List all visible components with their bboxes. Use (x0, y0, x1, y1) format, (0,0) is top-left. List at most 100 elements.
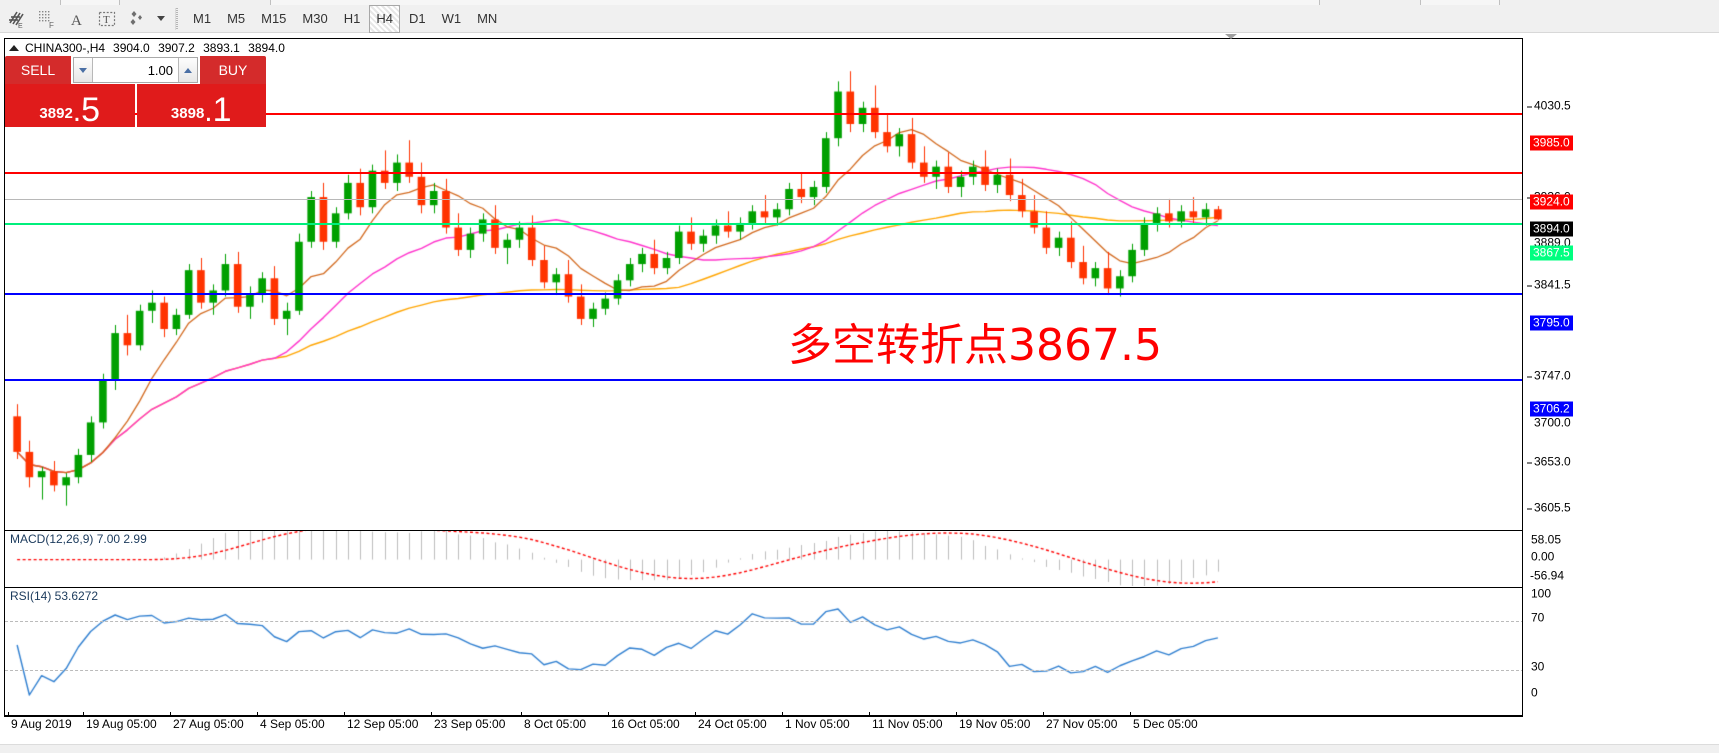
candlestick-canvas (5, 56, 1522, 528)
toolbar-tab-stub-2 (270, 0, 1320, 5)
ohlc-close: 3894.0 (248, 40, 285, 55)
timeframe-m1[interactable]: M1 (193, 11, 212, 26)
horizontal-scrollbar[interactable] (0, 744, 1719, 753)
chart-scroll-marker-icon (1225, 34, 1237, 39)
price-pane[interactable]: 多空转折点3867.5 (5, 56, 1522, 528)
price-tick-3894-current: 3894.0 (1530, 221, 1573, 237)
toolbar-tab-stub-3 (1420, 0, 1500, 5)
timeframe-m15[interactable]: M15 (261, 11, 287, 26)
text-label-icon[interactable]: A (62, 4, 92, 34)
level-line-3894-current (5, 199, 1522, 200)
macd-canvas (5, 531, 1522, 586)
price-tick-3867: 3867.5 (1530, 245, 1573, 261)
sell-price-display[interactable]: 3892 . 5 (5, 84, 135, 127)
price-tick-3924: 3924.0 (1530, 194, 1573, 210)
rsi-canvas (5, 588, 1522, 715)
level-line-3985[interactable] (5, 113, 1522, 115)
rsi-tick-70: 70 (1531, 610, 1545, 625)
x-tick-12: 27 Nov 05:00 (1043, 712, 1117, 731)
price-tick-3605: 3605.5 (1527, 500, 1571, 515)
price-tick-3985: 3985.0 (1530, 135, 1573, 151)
x-tick-5: 23 Sep 05:00 (431, 712, 505, 731)
level-line-3924[interactable] (5, 172, 1522, 174)
price-tick-3795: 3795.0 (1530, 315, 1573, 331)
x-axis-line (4, 716, 1523, 717)
timeframe-mn[interactable]: MN (477, 11, 498, 26)
price-tick-3653: 3653.0 (1527, 454, 1571, 469)
rsi-tick-100: 100 (1531, 586, 1552, 601)
toolbar-separator (172, 7, 181, 30)
svg-text:A: A (71, 13, 82, 29)
expert-advisor-icon[interactable]: E (2, 4, 32, 34)
objects-icon[interactable] (122, 4, 152, 34)
price-tick-4030: 4030.5 (1527, 98, 1571, 113)
level-line-3706[interactable] (5, 379, 1522, 381)
one-click-trading-panel[interactable]: SELL 1.00 BUY 3892 . 5 3898 . 1 (5, 56, 266, 127)
buy-button[interactable]: BUY (200, 56, 266, 84)
svg-text:E: E (18, 23, 23, 30)
x-tick-11: 19 Nov 05:00 (956, 712, 1030, 731)
x-tick-9: 1 Nov 05:00 (782, 712, 850, 731)
volume-increment-button[interactable] (178, 58, 197, 82)
x-tick-7: 16 Oct 05:00 (608, 712, 680, 731)
sell-price-fraction: 5 (81, 91, 101, 127)
rsi-guide-70 (5, 621, 1522, 622)
x-tick-13: 5 Dec 05:00 (1130, 712, 1198, 731)
rsi-tick-30: 30 (1531, 659, 1545, 674)
trade-panel-top-row: SELL 1.00 BUY (5, 56, 266, 84)
text-box-icon[interactable]: T (92, 4, 122, 34)
timeframe-d1[interactable]: D1 (408, 11, 426, 26)
macd-tick-5805: 58.05 (1531, 532, 1562, 547)
macd-tick-m5694: -56.94 (1530, 568, 1565, 583)
x-tick-10: 11 Nov 05:00 (869, 712, 943, 731)
rsi-label: RSI(14) 53.6272 (10, 589, 103, 603)
x-tick-6: 8 Oct 05:00 (521, 712, 586, 731)
macd-tick-000: 0.00 (1531, 549, 1555, 564)
x-tick-3: 4 Sep 05:00 (257, 712, 325, 731)
svg-text:F: F (49, 21, 54, 30)
macd-pane[interactable]: MACD(12,26,9) 7.00 2.99 (5, 530, 1522, 586)
x-tick-1: 19 Aug 05:00 (83, 712, 157, 731)
chart-area[interactable]: CHINA300-,H4 3904.0 3907.2 3893.1 3894.0… (4, 38, 1523, 716)
ohlc-open: 3904.0 (113, 40, 150, 55)
volume-stepper[interactable]: 1.00 (73, 57, 198, 83)
x-axis: 9 Aug 2019 19 Aug 05:00 27 Aug 05:00 4 S… (4, 712, 1523, 742)
ohlc-values: 3904.0 3907.2 3893.1 3894.0 (113, 41, 290, 55)
symbol-label: CHINA300-,H4 (25, 40, 106, 55)
x-tick-4: 12 Sep 05:00 (344, 712, 418, 731)
chart-annotation-text[interactable]: 多空转折点3867.5 (788, 320, 1162, 371)
sell-price-dot: . (72, 95, 82, 127)
timeframe-h4[interactable]: H4 (369, 4, 400, 33)
indicators-f-icon[interactable]: F (32, 4, 62, 34)
timeframe-h1[interactable]: H1 (343, 11, 361, 26)
timeframe-m30[interactable]: M30 (302, 11, 328, 26)
level-line-3795[interactable] (5, 293, 1522, 295)
ohlc-low: 3893.1 (203, 40, 240, 55)
price-scale[interactable]: 4030.5 3985.0 3936.0 3924.0 3894.0 3889.… (1524, 38, 1719, 716)
price-tick-3747: 3747.0 (1527, 368, 1571, 383)
rsi-pane[interactable]: RSI(14) 53.6272 (5, 587, 1522, 715)
timeframe-w1[interactable]: W1 (441, 11, 462, 26)
svg-text:T: T (103, 14, 110, 26)
symbol-ohlc-bar: CHINA300-,H4 3904.0 3907.2 3893.1 3894.0 (5, 39, 1522, 56)
volume-decrement-button[interactable] (74, 58, 93, 82)
sell-price-integer: 3892 (39, 105, 73, 122)
main-toolbar: E F (0, 0, 1719, 33)
sell-button[interactable]: SELL (5, 56, 71, 84)
dropdown-caret-icon[interactable] (152, 4, 168, 34)
macd-label: MACD(12,26,9) 7.00 2.99 (10, 532, 151, 546)
rsi-guide-30 (5, 670, 1522, 671)
buy-price-fraction: 1 (212, 91, 232, 127)
volume-input[interactable]: 1.00 (147, 62, 173, 78)
rsi-tick-0: 0 (1531, 685, 1538, 700)
price-tick-3700: 3700.0 (1534, 415, 1571, 430)
buy-price-display[interactable]: 3898 . 1 (136, 84, 266, 127)
level-line-3867[interactable] (5, 223, 1522, 225)
price-tick-3841: 3841.5 (1527, 277, 1571, 292)
x-tick-2: 27 Aug 05:00 (170, 712, 244, 731)
toolbar-tab-stub-1 (60, 0, 120, 5)
collapse-triangle-icon[interactable] (9, 44, 19, 51)
x-tick-8: 24 Oct 05:00 (695, 712, 767, 731)
timeframe-m5[interactable]: M5 (227, 11, 246, 26)
